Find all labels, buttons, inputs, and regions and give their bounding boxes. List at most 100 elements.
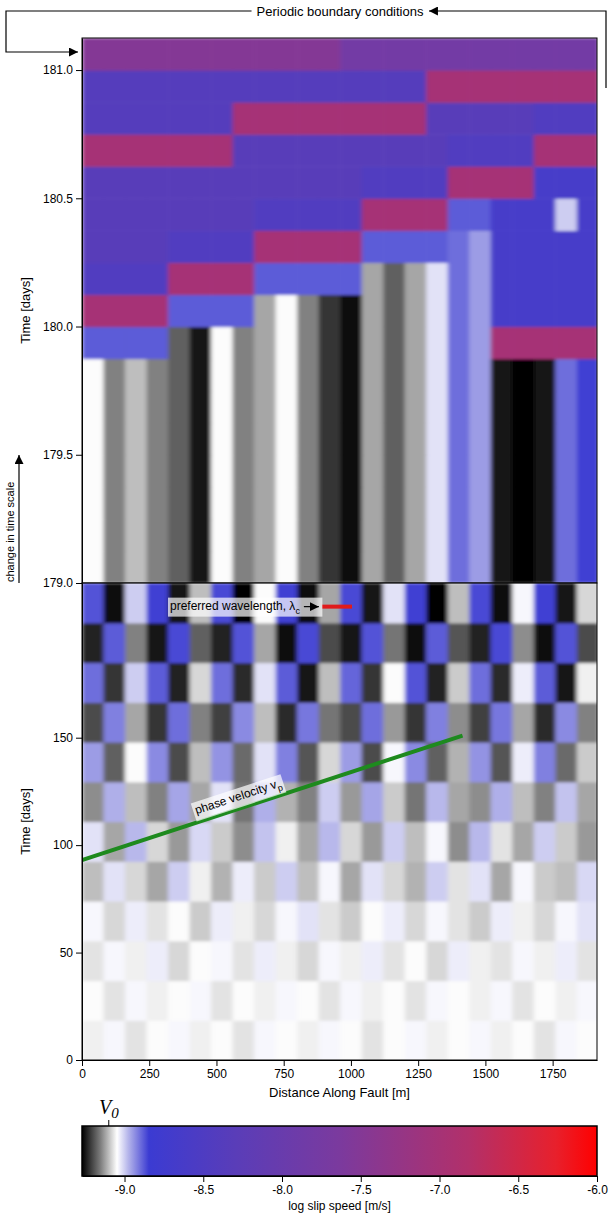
- y-tick-label: 179.0: [43, 576, 73, 590]
- heatmap-cell: [276, 198, 298, 231]
- heatmap-cell: [211, 551, 233, 583]
- heatmap-cell: [383, 38, 405, 71]
- heatmap-cell: [383, 70, 405, 103]
- heatmap-cell: [168, 861, 190, 901]
- heatmap-cell: [104, 551, 126, 583]
- x-tick-mark: [485, 1060, 486, 1066]
- heatmap-cell: [297, 487, 319, 520]
- heatmap-cell: [383, 327, 405, 360]
- heatmap-cell: [297, 198, 319, 231]
- heatmap-cell: [512, 423, 534, 456]
- heatmap-cell: [383, 822, 405, 862]
- heatmap-cell: [168, 519, 190, 552]
- boundary-arrow-right: [429, 11, 606, 88]
- heatmap-cell: [190, 166, 212, 199]
- heatmap-cell: [577, 230, 597, 263]
- heatmap-cell: [405, 423, 427, 456]
- heatmap-cell: [383, 359, 405, 392]
- periodic-boundary-label: Periodic boundary conditions: [257, 4, 424, 19]
- heatmap-cell: [254, 487, 276, 520]
- x-tick-label: 750: [274, 1067, 294, 1081]
- heatmap-cell: [125, 70, 147, 103]
- heatmap-cell: [555, 1020, 577, 1060]
- heatmap-cell: [297, 1020, 319, 1060]
- x-tick-label: 1250: [405, 1067, 432, 1081]
- heatmap-cell: [426, 1020, 448, 1060]
- heatmap-cell: [491, 327, 513, 360]
- heatmap-cell: [426, 327, 448, 360]
- plot-area: [82, 583, 597, 1060]
- y-tick-label: 150: [53, 731, 73, 745]
- heatmap-cell: [426, 822, 448, 862]
- heatmap-cell: [168, 359, 190, 392]
- heatmap-cell: [233, 423, 255, 456]
- heatmap-cell: [82, 134, 104, 167]
- heatmap-cell: [340, 782, 362, 822]
- heatmap-cell: [512, 391, 534, 424]
- heatmap-cell: [211, 359, 233, 392]
- heatmap-cell: [254, 102, 276, 135]
- heatmap-cell: [448, 102, 470, 135]
- heatmap-cell: [534, 230, 556, 263]
- x-axis-line: [83, 1060, 598, 1061]
- heatmap-cell: [104, 901, 126, 941]
- heatmap-cell: [491, 623, 513, 663]
- plot-frame: [82, 38, 597, 583]
- heatmap-cell: [491, 742, 513, 782]
- heatmap-cell: [233, 519, 255, 552]
- heatmap-cell: [254, 941, 276, 981]
- colorbar-tick-label: -8.0: [272, 1183, 293, 1197]
- heatmap-cell: [125, 359, 147, 392]
- heatmap-cell: [190, 702, 212, 742]
- y-tick-mark: [76, 198, 82, 199]
- heatmap-cell: [534, 1020, 556, 1060]
- heatmap-cell: [147, 583, 169, 623]
- y-tick-mark: [76, 455, 82, 456]
- heatmap-cell: [534, 702, 556, 742]
- heatmap-cell: [82, 782, 104, 822]
- heatmap-cell: [405, 941, 427, 981]
- heatmap-cell: [534, 423, 556, 456]
- x-tick-mark: [149, 1060, 150, 1066]
- heatmap-cell: [405, 38, 427, 71]
- x-tick: 1000: [338, 1060, 365, 1081]
- heatmap-cell: [491, 941, 513, 981]
- heatmap-cell: [147, 742, 169, 782]
- heatmap-cell: [276, 782, 298, 822]
- heatmap-cell: [491, 702, 513, 742]
- heatmap-cell: [512, 327, 534, 360]
- colorbar-tick: -7.5: [351, 1176, 372, 1197]
- heatmap-cell: [491, 198, 513, 231]
- heatmap-cell: [491, 134, 513, 167]
- heatmap-cell: [448, 262, 470, 295]
- heatmap-cell: [448, 583, 470, 623]
- heatmap-cell: [168, 166, 190, 199]
- heatmap-cell: [276, 262, 298, 295]
- heatmap-cell: [82, 1020, 104, 1060]
- heatmap-cell: [534, 70, 556, 103]
- x-tick: 500: [207, 1060, 227, 1081]
- heatmap-cell: [448, 782, 470, 822]
- heatmap-cell: [426, 623, 448, 663]
- heatmap-cell: [340, 487, 362, 520]
- heatmap-cell: [233, 166, 255, 199]
- heatmap-cell: [233, 822, 255, 862]
- heatmap-cell: [426, 487, 448, 520]
- x-tick-label: 1500: [473, 1067, 500, 1081]
- heatmap-cell: [254, 230, 276, 263]
- heatmap-cell: [297, 551, 319, 583]
- heatmap-cell: [534, 663, 556, 703]
- heatmap-cell: [534, 742, 556, 782]
- heatmap-cell: [405, 663, 427, 703]
- line-label: phase velocity vp: [193, 776, 284, 820]
- heatmap-cell: [555, 742, 577, 782]
- heatmap-cell: [448, 861, 470, 901]
- heatmap-cell: [297, 455, 319, 488]
- heatmap-cell: [340, 391, 362, 424]
- heatmap-cell: [426, 702, 448, 742]
- figure: 179.0179.5180.0180.5181.0Time [days]0501…: [0, 0, 613, 1221]
- heatmap-cell: [405, 294, 427, 327]
- heatmap-cell: [104, 230, 126, 263]
- heatmap-cell: [448, 166, 470, 199]
- heatmap-cell: [190, 742, 212, 782]
